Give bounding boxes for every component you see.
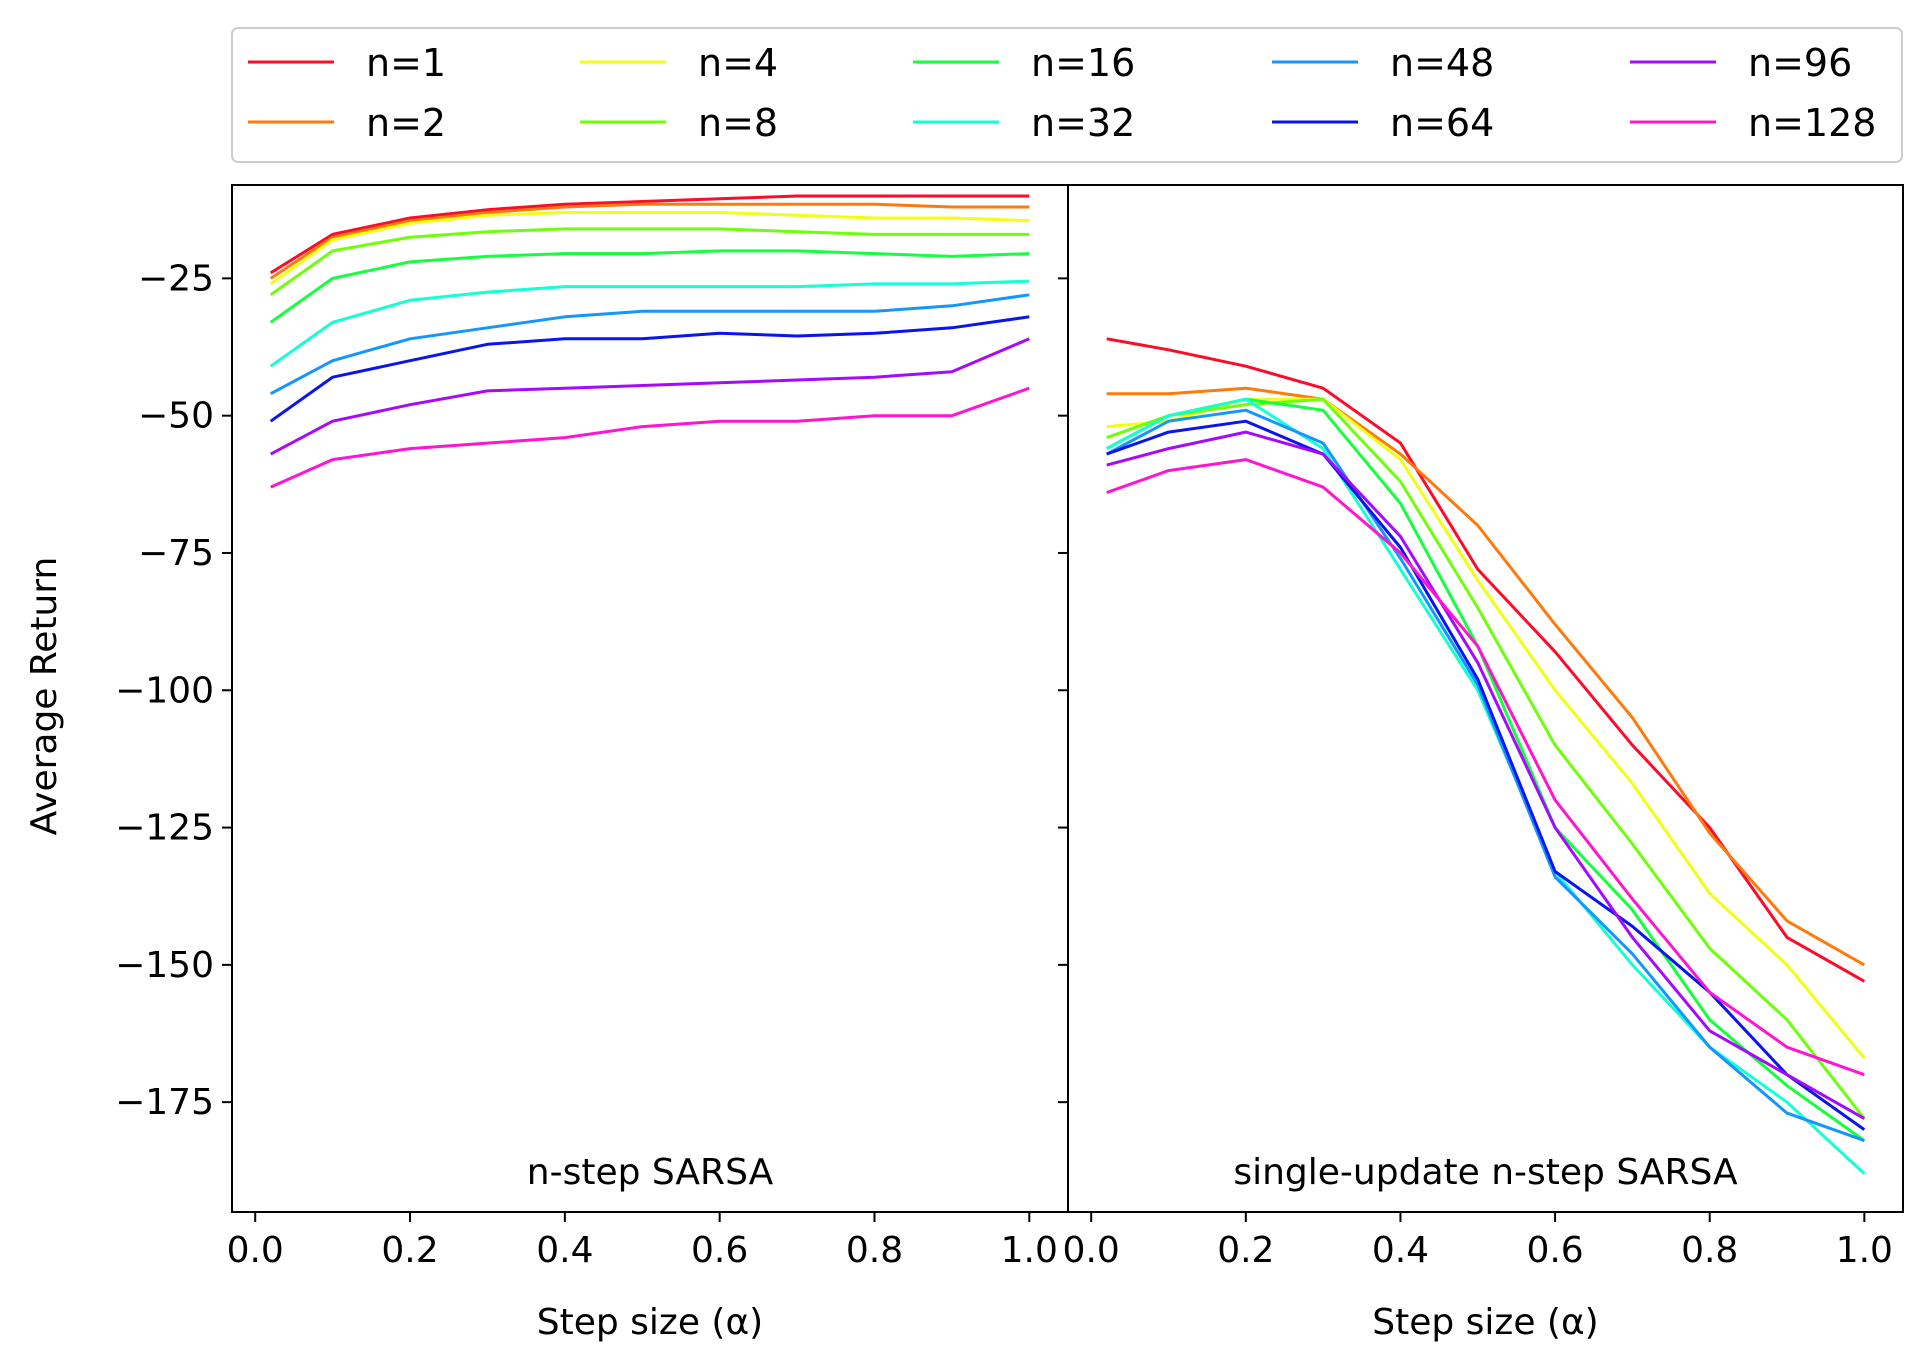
series-line-n-48 [269,293,1030,396]
series-line-n-1 [269,194,1030,275]
legend-item: n=4 [580,41,778,85]
x-tick-label: 0.8 [846,1230,903,1271]
y-tick-label: −175 [115,1082,214,1123]
legend-item: n=48 [1272,41,1494,85]
series-line-n-96 [269,337,1030,456]
x-tick-label: 1.0 [1001,1230,1058,1271]
legend-label: n=2 [366,101,446,145]
panel-right: 0.0 0.2 0.4 0.6 0.8 1.0 Step size (α) single-up… [1058,184,1904,1343]
legend-item: n=2 [248,101,446,145]
y-tick-label: −150 [115,945,214,986]
series-line-n-48 [1105,408,1865,1143]
legend-label: n=16 [1031,41,1135,85]
series-line-n-64 [1106,419,1866,1131]
legend-label: n=32 [1031,101,1135,145]
series-line-n-8 [269,227,1030,297]
x-tick-label: 0.2 [381,1230,438,1271]
series-line-n-32 [1105,397,1866,1175]
y-tick-label: −100 [115,670,214,711]
x-tick-label: 0.0 [227,1230,284,1271]
y-tick-label: −75 [138,533,214,574]
x-tick-label: 0.6 [691,1230,748,1271]
y-tick-label: −25 [138,258,214,299]
plot-frame [1067,184,1904,1213]
x-axis-label: Step size (α) [537,1302,763,1343]
legend-label: n=64 [1390,101,1494,145]
x-tick-label: 0.2 [1217,1230,1274,1271]
legend-item: n=128 [1630,101,1876,145]
series-lines [269,194,1030,489]
x-tick-label: 0.6 [1526,1230,1583,1271]
legend-item: n=8 [580,101,778,145]
series-line-n-64 [269,315,1030,423]
x-tick-label: 1.0 [1836,1230,1893,1271]
series-line-n-128 [1106,458,1865,1077]
legend-label: n=8 [698,101,778,145]
x-tick-label: 0.4 [536,1230,593,1271]
panel-left: 0.0 0.2 0.4 0.6 0.8 1.0 −25 −50 −75 −100 −125 −150 −… [115,184,1069,1343]
series-line-n-2 [269,202,1030,280]
legend-label: n=128 [1748,101,1876,145]
x-axis-label: Step size (α) [1372,1302,1598,1343]
x-tick-label: 0.4 [1372,1230,1429,1271]
legend-item: n=1 [248,41,446,85]
y-tick-label: −50 [138,396,214,437]
series-line-n-96 [1106,430,1866,1120]
legend-item: n=32 [913,101,1135,145]
series-line-n-4 [1106,397,1866,1060]
legend-label: n=48 [1390,41,1494,85]
legend-label: n=4 [698,41,778,85]
series-line-n-128 [270,386,1030,489]
series-line-n-4 [269,211,1030,286]
panel-title: n-step SARSA [527,1152,774,1193]
legend-label: n=1 [366,41,446,85]
x-tick-label: 0.8 [1681,1230,1738,1271]
y-axis-label: Average Return [24,557,65,836]
legend: n=1 n=2 n=4 n=8 n=16 n=32 n=48 n=64 n=96 n=128 [231,27,1903,163]
panel-title: single-update n-step SARSA [1233,1152,1738,1193]
legend-item: n=64 [1272,101,1494,145]
legend-item: n=16 [913,41,1135,85]
legend-label: n=96 [1748,41,1852,85]
legend-item: n=96 [1630,41,1852,85]
series-lines [1105,337,1866,1175]
series-line-n-2 [1106,386,1866,967]
series-line-n-8 [1106,397,1866,1120]
series-line-n-32 [269,279,1030,368]
y-tick-label: −125 [115,808,214,849]
series-line-n-16 [269,249,1030,324]
series-line-n-16 [1105,397,1866,1142]
x-tick-label: 0.0 [1063,1230,1120,1271]
